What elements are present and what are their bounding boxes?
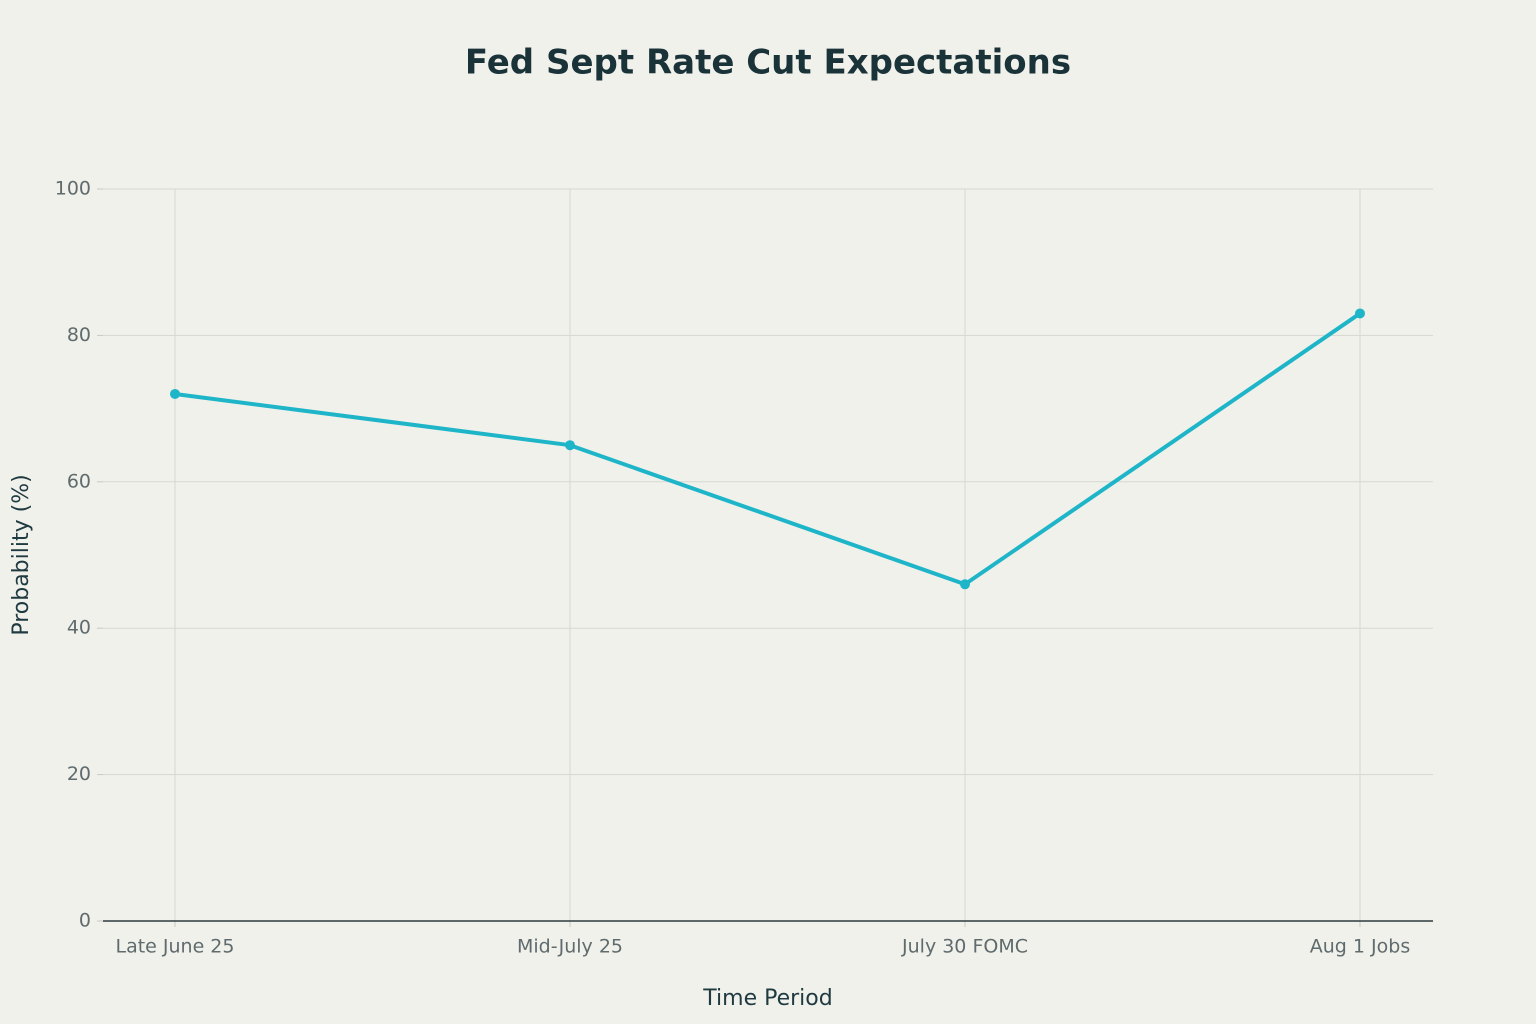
y-tick-label: 20 (67, 763, 91, 785)
x-axis-title: Time Period (702, 986, 832, 1011)
x-tick-label: Aug 1 Jobs (1310, 936, 1410, 958)
y-tick-label: 60 (67, 470, 91, 492)
series-line (174, 311, 1362, 587)
chart-title: Fed Sept Rate Cut Expectations (465, 43, 1071, 83)
x-tick-label: Late June 25 (115, 936, 234, 958)
x-tick-label: Mid-July 25 (517, 936, 623, 958)
x-tick-label: July 30 FOMC (901, 936, 1028, 958)
y-tick-label: 0 (79, 910, 91, 932)
data-point (960, 579, 970, 590)
data-point (170, 388, 180, 399)
data-point (565, 440, 575, 451)
y-tick-label: 80 (67, 324, 91, 346)
y-axis-title: Probability (%) (9, 474, 34, 635)
y-tick-label: 40 (67, 617, 91, 639)
y-tick-label: 100 (55, 178, 91, 200)
data-point (1355, 308, 1365, 319)
